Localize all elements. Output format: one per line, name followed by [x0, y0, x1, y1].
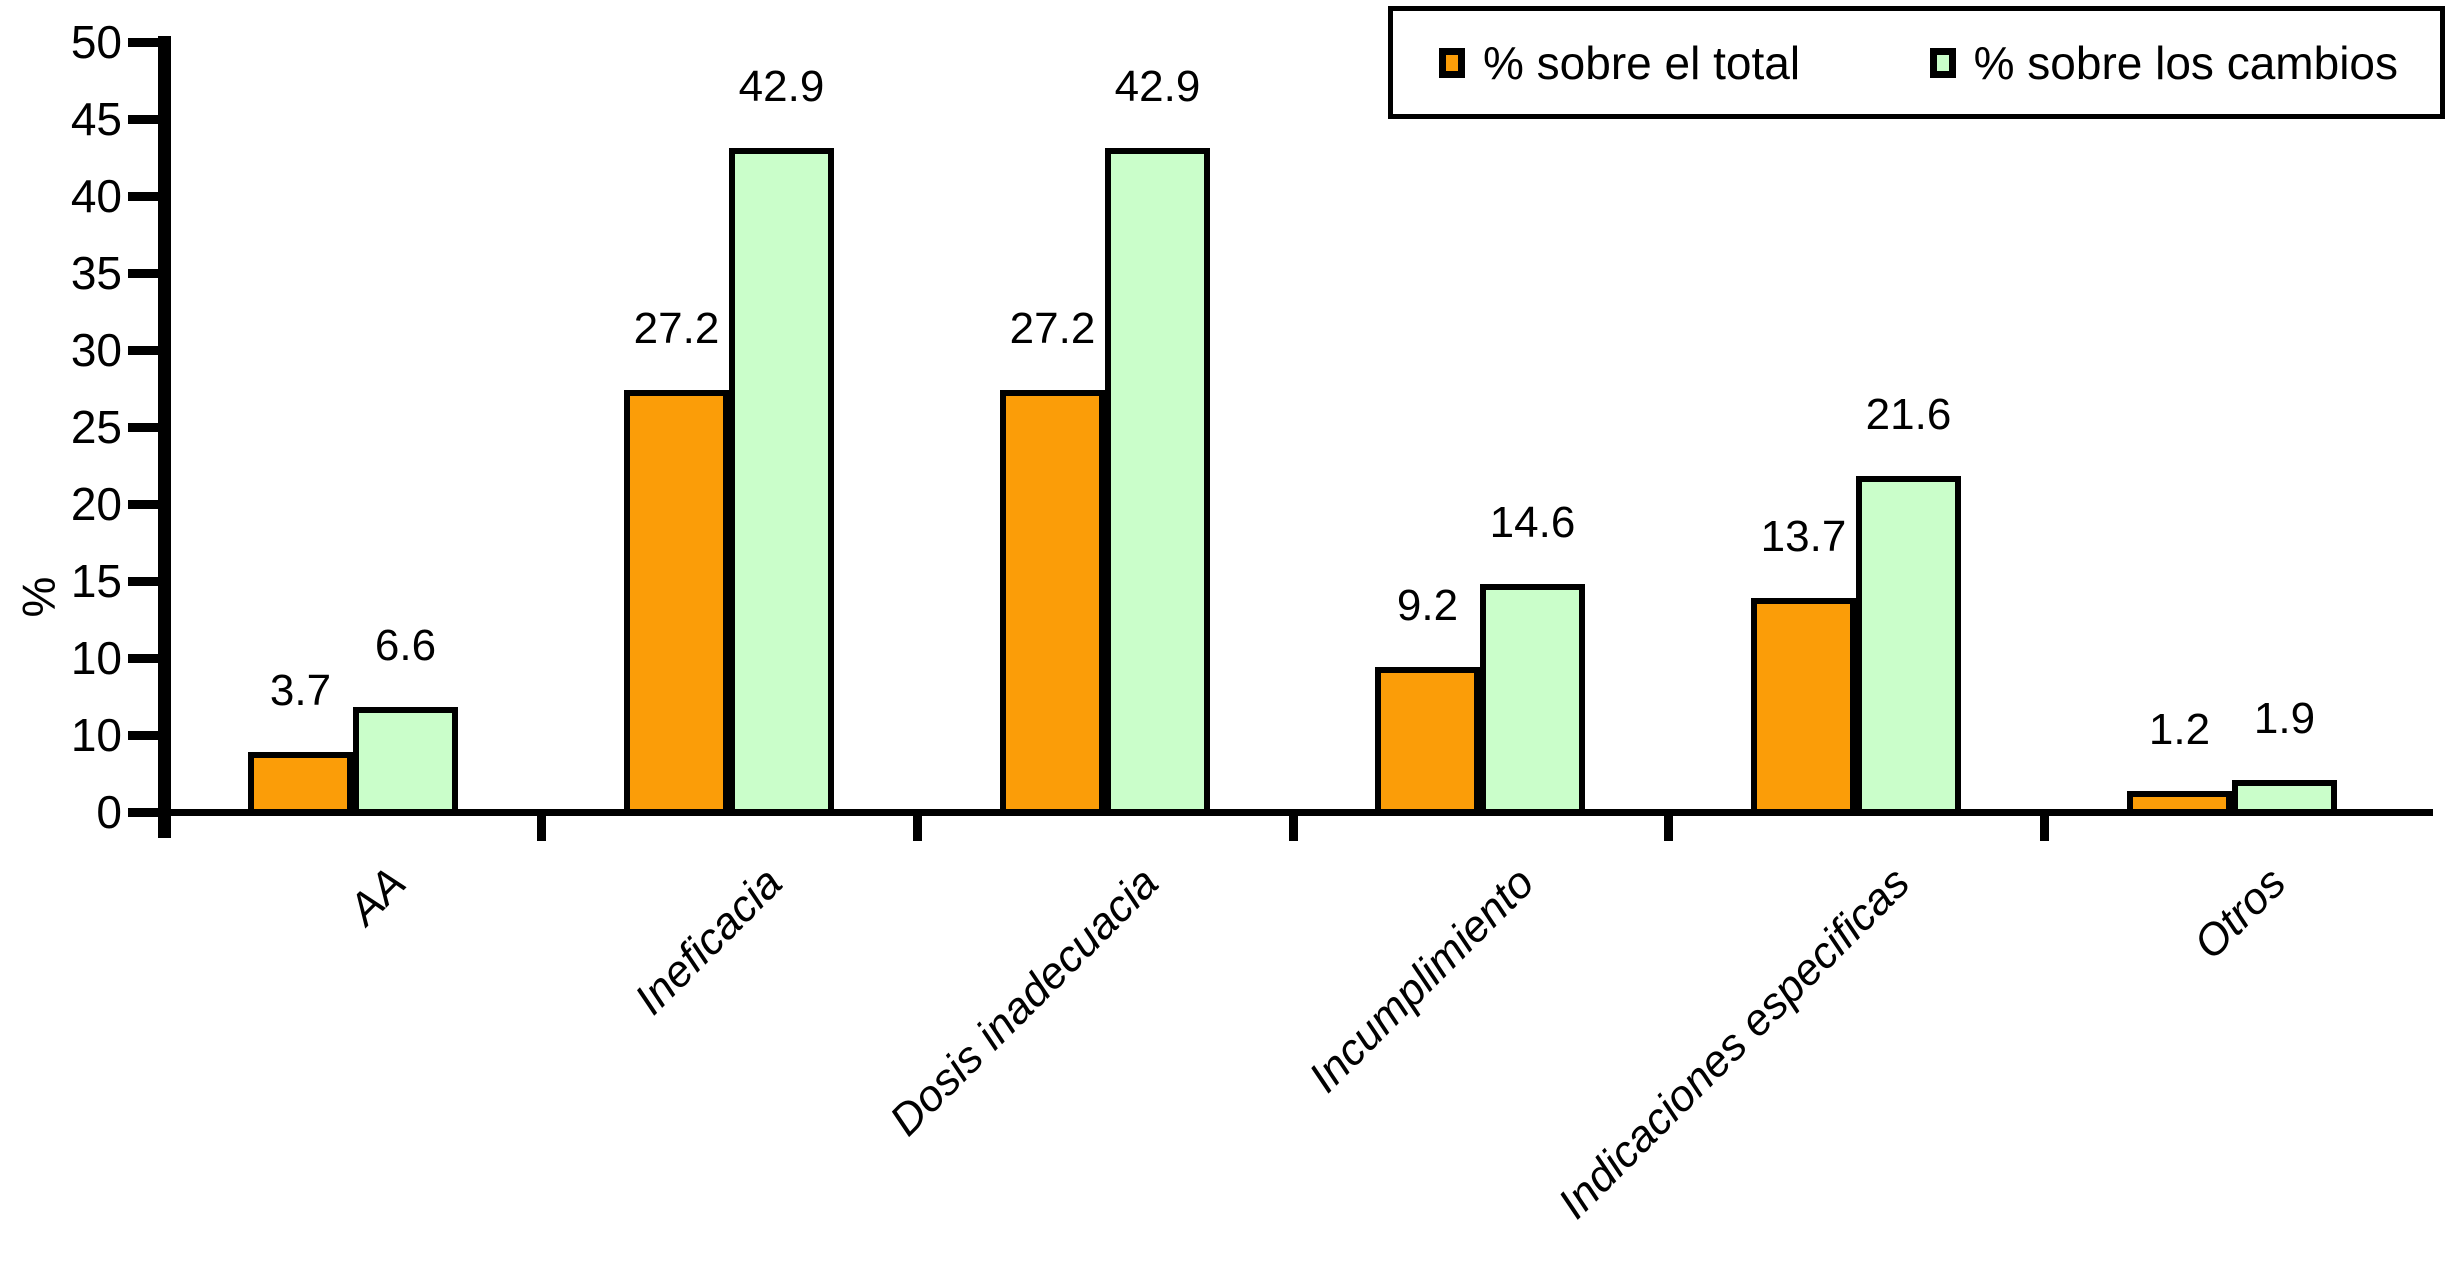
bar-value-label: 1.9	[2253, 694, 2316, 743]
bar-total	[1375, 667, 1480, 815]
x-axis-line	[158, 809, 2433, 816]
bar-cambios	[1856, 476, 1961, 815]
x-axis-category-label: Indicaciones especificas	[1548, 858, 1919, 1229]
bar-value-label: 27.2	[633, 304, 720, 353]
x-axis-category-label: Ineficacia	[625, 858, 792, 1025]
bar-cambios	[1480, 584, 1585, 815]
bar-value-label: 42.9	[738, 62, 825, 111]
y-axis-tick-label: 30	[70, 324, 122, 376]
bar-value-label: 13.7	[1760, 512, 1847, 561]
y-axis-tick-label: 10	[70, 632, 122, 684]
x-axis-tick	[1664, 815, 1674, 841]
y-axis-tick	[128, 423, 158, 432]
y-axis-tick	[128, 808, 158, 817]
bar-cambios	[2232, 780, 2337, 815]
y-axis-tick-label: 35	[70, 247, 122, 299]
bar-value-label: 42.9	[1114, 62, 1201, 111]
bar-total	[248, 752, 353, 815]
x-axis-category-label: Otros	[2184, 858, 2295, 969]
bar-value-label: 1.2	[2148, 705, 2211, 754]
y-axis-tick	[128, 269, 158, 278]
y-axis-tick	[128, 115, 158, 124]
bar-cambios	[353, 707, 458, 815]
y-axis-tick-label: 20	[70, 478, 122, 530]
y-axis-line	[158, 36, 171, 838]
x-axis-category-label: Incumplimiento	[1299, 858, 1544, 1102]
y-axis-tick	[128, 500, 158, 509]
x-axis-tick	[912, 815, 922, 841]
legend-label: % sobre el total	[1483, 36, 1801, 89]
x-axis-category-label: Dosis inadecuacia	[880, 858, 1168, 1146]
y-axis-tick-label: 25	[70, 401, 122, 453]
legend: % sobre el total % sobre los cambios	[1388, 6, 2445, 119]
y-axis-tick	[128, 731, 158, 740]
y-axis-tick	[128, 192, 158, 201]
x-axis-category-label: AA	[339, 858, 416, 935]
y-axis-tick-label: 40	[70, 170, 122, 222]
bar-value-label: 3.7	[269, 666, 332, 715]
legend-item-cambios: % sobre los cambios	[1929, 36, 2398, 90]
bar-value-label: 9.2	[1396, 581, 1459, 630]
bar-value-label: 14.6	[1489, 498, 1576, 547]
legend-swatch-green-icon	[1929, 47, 1956, 78]
bar-total	[1000, 390, 1105, 815]
bar-value-label: 21.6	[1865, 390, 1952, 439]
y-axis-tick-label: 50	[70, 16, 122, 68]
y-axis-tick-label: 15	[70, 555, 122, 607]
x-axis-tick	[536, 815, 546, 841]
bar-total	[624, 390, 729, 815]
bar-total	[1751, 598, 1856, 815]
bar-cambios	[729, 148, 834, 815]
bar-value-label: 6.6	[374, 621, 437, 670]
bar-cambios	[1105, 148, 1210, 815]
y-axis-tick-label: 10	[70, 709, 122, 761]
x-axis-tick	[1288, 815, 1298, 841]
legend-item-total: % sobre el total	[1439, 36, 1800, 90]
bar-total	[2127, 791, 2232, 815]
y-axis-tick-label: 45	[70, 93, 122, 145]
y-axis-tick	[128, 577, 158, 586]
legend-swatch-orange-icon	[1439, 47, 1465, 78]
y-axis-tick	[128, 38, 158, 47]
x-axis-tick	[2040, 815, 2050, 841]
legend-label: % sobre los cambios	[1973, 36, 2398, 89]
y-axis-tick	[128, 346, 158, 355]
y-axis-tick	[128, 654, 158, 663]
bar-value-label: 27.2	[1009, 304, 1096, 353]
y-axis-tick-label: 0	[96, 786, 122, 838]
